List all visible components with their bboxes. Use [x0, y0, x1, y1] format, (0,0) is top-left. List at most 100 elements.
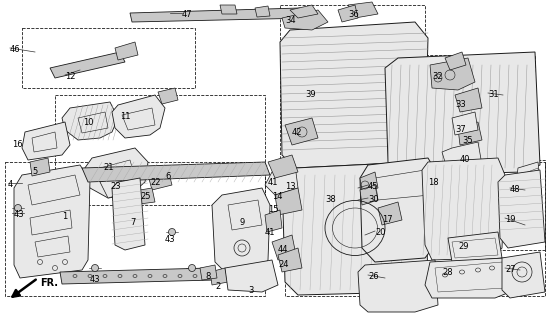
Polygon shape — [22, 122, 70, 160]
Text: 6: 6 — [165, 172, 170, 181]
Text: 34: 34 — [285, 16, 296, 25]
Text: 41: 41 — [268, 178, 279, 187]
Text: 21: 21 — [103, 163, 114, 172]
Polygon shape — [100, 175, 130, 198]
Polygon shape — [445, 52, 466, 70]
Polygon shape — [272, 235, 296, 260]
Text: FR.: FR. — [40, 278, 58, 288]
Polygon shape — [255, 6, 270, 17]
Text: 8: 8 — [205, 272, 210, 281]
Polygon shape — [442, 142, 482, 170]
Polygon shape — [430, 58, 475, 90]
Polygon shape — [210, 268, 228, 285]
Polygon shape — [498, 170, 545, 248]
Text: 19: 19 — [505, 215, 516, 224]
Text: 9: 9 — [240, 218, 245, 227]
Polygon shape — [62, 102, 118, 140]
Polygon shape — [378, 202, 402, 225]
Polygon shape — [280, 22, 428, 168]
Text: 43: 43 — [90, 275, 100, 284]
Polygon shape — [148, 170, 172, 190]
Text: 45: 45 — [368, 182, 379, 191]
Text: 40: 40 — [460, 155, 471, 164]
Polygon shape — [452, 112, 478, 135]
Polygon shape — [360, 185, 378, 205]
Polygon shape — [212, 188, 270, 272]
Polygon shape — [220, 5, 237, 14]
Polygon shape — [265, 210, 282, 232]
Text: 27: 27 — [505, 265, 516, 274]
Text: 16: 16 — [12, 140, 23, 149]
Polygon shape — [448, 232, 502, 262]
Polygon shape — [115, 42, 138, 60]
Circle shape — [92, 265, 98, 271]
Text: 7: 7 — [130, 218, 135, 227]
Polygon shape — [455, 88, 482, 112]
Text: 3: 3 — [248, 286, 254, 295]
Text: 44: 44 — [278, 245, 289, 254]
Polygon shape — [385, 52, 540, 175]
Polygon shape — [422, 158, 505, 260]
Bar — [390, 55, 535, 175]
Text: 17: 17 — [382, 215, 392, 224]
Text: 14: 14 — [272, 192, 282, 201]
Text: 11: 11 — [120, 112, 130, 121]
Text: 24: 24 — [278, 260, 289, 269]
Text: 4: 4 — [8, 180, 13, 189]
Text: 35: 35 — [462, 136, 473, 145]
Polygon shape — [360, 172, 378, 192]
Polygon shape — [502, 252, 545, 298]
Polygon shape — [360, 158, 438, 262]
Text: 41: 41 — [265, 228, 275, 237]
Text: 28: 28 — [442, 268, 453, 277]
Polygon shape — [82, 148, 148, 198]
Text: 23: 23 — [110, 182, 120, 191]
Polygon shape — [348, 2, 378, 18]
Text: 26: 26 — [368, 272, 379, 281]
Polygon shape — [285, 118, 318, 145]
Polygon shape — [225, 260, 278, 292]
Text: 18: 18 — [428, 178, 438, 187]
Polygon shape — [458, 122, 482, 145]
Text: 43: 43 — [165, 235, 175, 244]
Text: 22: 22 — [150, 178, 160, 187]
Text: 25: 25 — [140, 192, 150, 201]
Text: 43: 43 — [14, 210, 24, 219]
Text: 15: 15 — [268, 205, 279, 214]
Bar — [22, 28, 195, 88]
Text: 38: 38 — [325, 195, 336, 204]
Polygon shape — [515, 162, 542, 202]
Polygon shape — [268, 155, 298, 178]
Polygon shape — [282, 10, 328, 30]
Polygon shape — [425, 258, 510, 298]
Text: 5: 5 — [32, 167, 37, 176]
Text: 48: 48 — [510, 185, 521, 194]
Circle shape — [169, 228, 175, 236]
Polygon shape — [60, 268, 215, 284]
Text: 42: 42 — [292, 128, 302, 137]
Bar — [362, 162, 545, 296]
Polygon shape — [130, 8, 310, 22]
Text: 2: 2 — [215, 282, 220, 291]
Polygon shape — [290, 5, 318, 18]
Bar — [55, 95, 265, 205]
Bar — [280, 5, 425, 160]
Bar — [285, 150, 435, 296]
Polygon shape — [128, 188, 155, 205]
Polygon shape — [30, 158, 50, 176]
Text: 33: 33 — [455, 100, 466, 109]
Text: 1: 1 — [62, 212, 67, 221]
Polygon shape — [158, 88, 178, 104]
Polygon shape — [282, 162, 428, 295]
Polygon shape — [14, 165, 90, 278]
Polygon shape — [265, 165, 298, 195]
Polygon shape — [358, 260, 438, 312]
Polygon shape — [112, 178, 145, 250]
Text: 20: 20 — [375, 228, 386, 237]
Polygon shape — [50, 52, 125, 78]
Text: 37: 37 — [455, 125, 466, 134]
Polygon shape — [112, 95, 165, 138]
Text: 36: 36 — [348, 10, 359, 19]
Text: 47: 47 — [182, 10, 193, 19]
Text: 10: 10 — [83, 118, 93, 127]
